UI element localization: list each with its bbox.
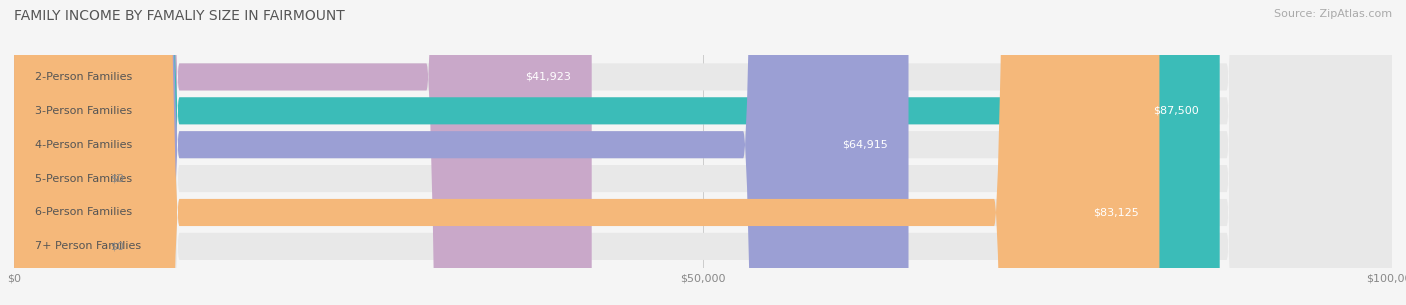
FancyBboxPatch shape xyxy=(14,0,1392,305)
Text: 3-Person Families: 3-Person Families xyxy=(35,106,132,116)
Text: 7+ Person Families: 7+ Person Families xyxy=(35,241,141,251)
FancyBboxPatch shape xyxy=(14,0,1392,305)
Text: $64,915: $64,915 xyxy=(842,140,887,150)
Text: 2-Person Families: 2-Person Families xyxy=(35,72,132,82)
Text: Source: ZipAtlas.com: Source: ZipAtlas.com xyxy=(1274,9,1392,19)
Text: $41,923: $41,923 xyxy=(526,72,571,82)
FancyBboxPatch shape xyxy=(14,0,1160,305)
FancyBboxPatch shape xyxy=(14,0,1392,305)
Text: 6-Person Families: 6-Person Families xyxy=(35,207,132,217)
FancyBboxPatch shape xyxy=(14,0,1392,305)
FancyBboxPatch shape xyxy=(14,0,1220,305)
FancyBboxPatch shape xyxy=(14,0,1392,305)
Text: FAMILY INCOME BY FAMALIY SIZE IN FAIRMOUNT: FAMILY INCOME BY FAMALIY SIZE IN FAIRMOU… xyxy=(14,9,344,23)
FancyBboxPatch shape xyxy=(14,0,1392,305)
Text: 5-Person Families: 5-Person Families xyxy=(35,174,132,184)
Text: $83,125: $83,125 xyxy=(1092,207,1139,217)
FancyBboxPatch shape xyxy=(14,0,592,305)
Text: $87,500: $87,500 xyxy=(1153,106,1199,116)
FancyBboxPatch shape xyxy=(14,0,908,305)
Text: 4-Person Families: 4-Person Families xyxy=(35,140,132,150)
Text: $0: $0 xyxy=(111,174,125,184)
Text: $0: $0 xyxy=(111,241,125,251)
